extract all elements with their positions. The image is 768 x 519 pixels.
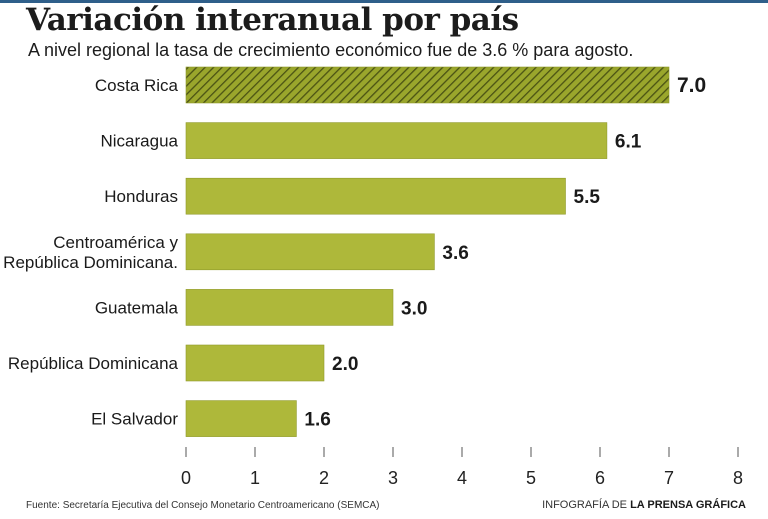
credit-brand: LA PRENSA GRÁFICA xyxy=(630,499,746,511)
source-note: Fuente: Secretaría Ejecutiva del Consejo… xyxy=(26,500,380,511)
category-label-1: Nicaragua xyxy=(101,132,179,151)
value-label-1: 6.1 xyxy=(615,132,642,153)
bar-5 xyxy=(185,344,325,382)
bar-3 xyxy=(185,233,435,271)
credit-prefix: INFOGRAFÍA DE xyxy=(542,499,631,511)
x-tick-label-6: 6 xyxy=(595,468,605,488)
x-tick-label-8: 8 xyxy=(733,468,743,488)
credit-note: INFOGRAFÍA DE LA PRENSA GRÁFICA xyxy=(542,499,746,511)
category-label-3-line-1: República Dominicana. xyxy=(3,253,178,272)
category-label-3-line-0: Centroamérica y xyxy=(53,233,178,252)
category-label-6: El Salvador xyxy=(91,410,178,429)
top-accent-line xyxy=(0,0,768,3)
bar-2 xyxy=(185,177,566,215)
x-tick-label-7: 7 xyxy=(664,468,674,488)
x-tick-label-5: 5 xyxy=(526,468,536,488)
chart-subtitle: A nivel regional la tasa de crecimiento … xyxy=(28,40,634,60)
value-label-0: 7.0 xyxy=(677,74,706,97)
chart-title: Variación interanual por país xyxy=(26,2,519,38)
category-label-0: Costa Rica xyxy=(95,76,179,95)
value-label-3: 3.6 xyxy=(442,243,468,264)
x-tick-label-3: 3 xyxy=(388,468,398,488)
category-label-5: República Dominicana xyxy=(8,354,179,373)
value-label-2: 5.5 xyxy=(574,187,601,208)
value-label-6: 1.6 xyxy=(304,410,330,431)
bar-6 xyxy=(185,400,297,437)
bar-0 xyxy=(185,66,670,104)
x-tick-label-4: 4 xyxy=(457,468,467,488)
value-label-5: 2.0 xyxy=(332,354,358,375)
value-label-4: 3.0 xyxy=(401,298,427,319)
category-label-4: Guatemala xyxy=(95,298,179,317)
bar-1 xyxy=(185,122,608,159)
bar-4 xyxy=(185,289,394,326)
x-tick-label-0: 0 xyxy=(181,468,191,488)
category-label-2: Honduras xyxy=(104,187,178,206)
x-tick-label-1: 1 xyxy=(250,468,260,488)
x-tick-label-2: 2 xyxy=(319,468,329,488)
